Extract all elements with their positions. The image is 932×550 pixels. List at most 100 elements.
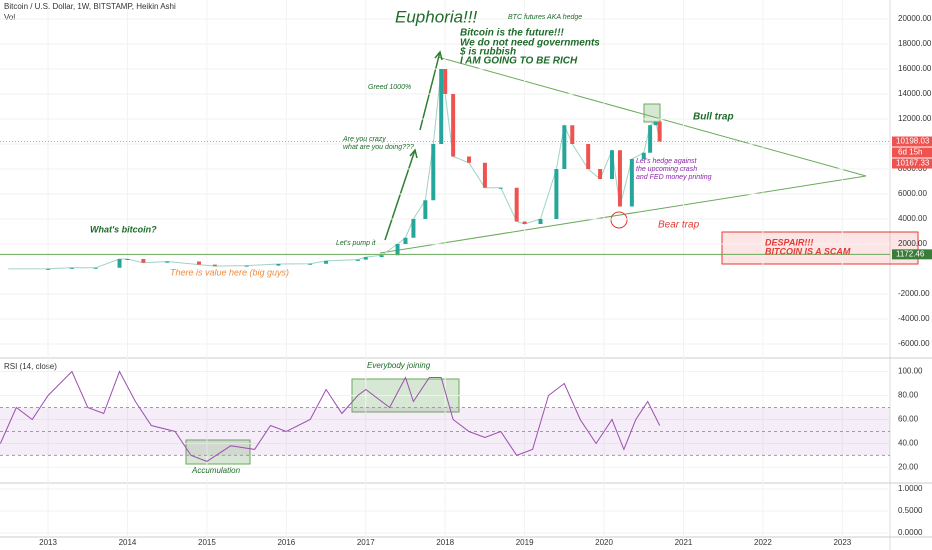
- y-tick-label: -4000.00: [898, 314, 930, 323]
- y-tick-label: 100.00: [898, 367, 923, 376]
- candle: [308, 263, 313, 265]
- y-tick-label: 14000.00: [898, 89, 932, 98]
- y-tick-label: 20000.00: [898, 14, 932, 23]
- candle: [324, 260, 329, 264]
- x-tick-label: 2022: [754, 538, 772, 547]
- chart-title: Bitcoin / U.S. Dollar, 1W, BITSTAMP, Hei…: [4, 2, 176, 11]
- y-tick-label: 18000.00: [898, 39, 932, 48]
- annotation: BTC futures AKA hedge: [508, 14, 582, 21]
- candle: [141, 259, 146, 263]
- rsi-title: RSI (14, close): [4, 362, 57, 371]
- annotation: Let's pump it: [336, 240, 377, 247]
- annotation: I AM GOING TO BE RICH: [460, 56, 578, 67]
- y-tick-label: -6000.00: [898, 339, 930, 348]
- x-tick-label: 2020: [595, 538, 613, 547]
- x-tick-label: 2019: [516, 538, 534, 547]
- annotation: Accumulation: [191, 466, 241, 475]
- y-tick-label: -2000.00: [898, 289, 930, 298]
- candle: [451, 94, 456, 157]
- candle: [482, 162, 487, 188]
- x-tick-label: 2023: [833, 538, 851, 547]
- volume-label: Vol: [4, 13, 15, 22]
- candle: [467, 156, 472, 163]
- candle: [125, 259, 130, 260]
- annotation: Euphoria!!!: [395, 7, 477, 26]
- y-tick-label: 6000.00: [898, 189, 927, 198]
- arrow: [384, 149, 416, 241]
- candle: [244, 265, 249, 267]
- annotation: Greed 1000%: [368, 84, 411, 91]
- candle: [93, 267, 98, 269]
- candle: [629, 159, 634, 207]
- bear-trap-circle: [610, 211, 628, 229]
- candle: [498, 187, 503, 189]
- y-tick-label: 16000.00: [898, 64, 932, 73]
- candle: [609, 150, 614, 179]
- annotation: BITCOIN IS A SCAM: [765, 246, 851, 256]
- candle: [657, 121, 662, 142]
- candle: [363, 257, 368, 260]
- triangle-bottom: [379, 175, 867, 254]
- y-tick-label: 0.0000: [898, 528, 923, 537]
- y-tick-label: 60.00: [898, 415, 919, 424]
- countdown-tag: [892, 147, 932, 158]
- candle: [617, 150, 622, 207]
- despair-box: [721, 231, 919, 265]
- price-tag-label: 10198.03: [896, 137, 930, 146]
- annotation: Are you crazy: [342, 136, 386, 143]
- countdown: 6d 15h: [898, 148, 922, 157]
- candle: [562, 125, 567, 169]
- candle: [641, 152, 646, 159]
- y-tick-label: 20.00: [898, 463, 919, 472]
- candle: [165, 261, 170, 263]
- candle: [570, 125, 575, 144]
- candle: [276, 264, 281, 266]
- x-tick-label: 2021: [675, 538, 693, 547]
- price-tag: [892, 158, 932, 169]
- candle: [395, 244, 400, 256]
- candle: [439, 69, 444, 144]
- x-tick-label: 2013: [39, 538, 57, 547]
- candle: [46, 268, 51, 270]
- y-tick-label: 12000.00: [898, 114, 932, 123]
- candle: [598, 169, 603, 179]
- price-tag: [892, 249, 932, 260]
- x-tick-label: 2016: [277, 538, 295, 547]
- annotation: what are you doing???: [343, 144, 414, 151]
- x-tick-label: 2017: [357, 538, 375, 547]
- bull-trap-box: [643, 103, 661, 123]
- candle: [117, 259, 122, 268]
- candle: [411, 219, 416, 238]
- arrow: [419, 51, 441, 131]
- candle: [196, 261, 201, 265]
- annotation: the upcoming crash: [636, 166, 697, 173]
- arrow-head: [434, 50, 443, 61]
- annotation: Bear trap: [658, 220, 700, 231]
- price-tag: [892, 136, 932, 147]
- annotation: There is value here (big guys): [170, 267, 289, 277]
- candle: [431, 144, 436, 201]
- accumulation-box: [185, 439, 251, 465]
- y-tick-label: 1.0000: [898, 484, 923, 493]
- y-tick-label: 40.00: [898, 439, 919, 448]
- rsi-line: [0, 370, 661, 462]
- price-tag-label: 1172.46: [896, 249, 925, 258]
- annotation: What's bitcoin?: [90, 224, 157, 234]
- x-tick-label: 2018: [436, 538, 454, 547]
- y-tick-label: 0.5000: [898, 506, 923, 515]
- y-tick-label: 2000.00: [898, 239, 927, 248]
- y-tick-label: 4000.00: [898, 214, 927, 223]
- arrow-head: [409, 148, 418, 159]
- y-tick-label: 80.00: [898, 391, 919, 400]
- annotation: $ is rubbish: [459, 47, 516, 58]
- candle: [554, 169, 559, 219]
- triangle-top: [437, 56, 867, 177]
- candle: [538, 219, 543, 224]
- annotation: DESPAIR!!!: [765, 237, 813, 247]
- x-tick-label: 2014: [119, 538, 137, 547]
- candle: [423, 200, 428, 219]
- candle: [514, 187, 519, 222]
- candle: [403, 237, 408, 244]
- annotation: Everybody joining: [367, 361, 431, 370]
